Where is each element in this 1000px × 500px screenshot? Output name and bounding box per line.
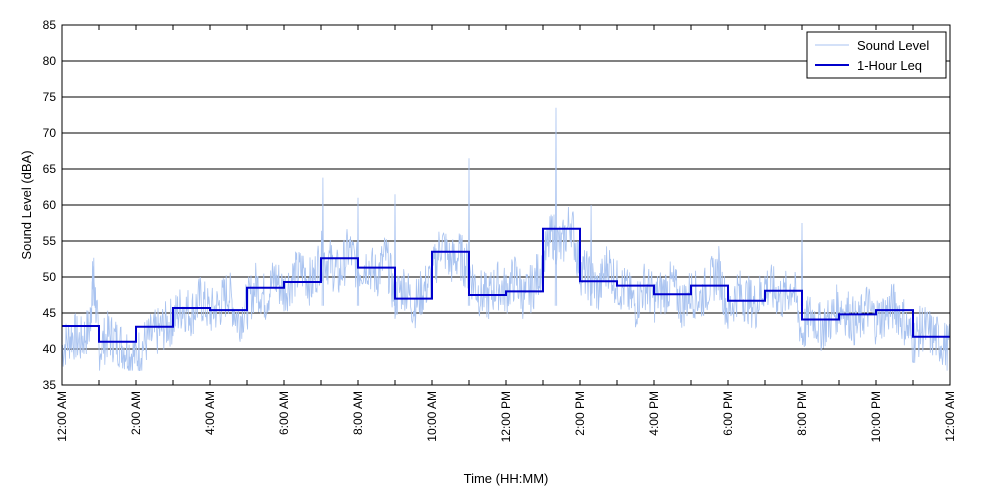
- series-layer: [61, 107, 951, 371]
- legend: Sound Level 1-Hour Leq: [806, 31, 947, 79]
- x-tick-label: 4:00 AM: [203, 391, 217, 435]
- y-tick-label: 45: [43, 306, 57, 320]
- x-axis-title: Time (HH:MM): [464, 471, 549, 486]
- y-tick-label: 65: [43, 162, 57, 176]
- x-tick-label: 10:00 AM: [425, 391, 439, 442]
- x-tick-label: 10:00 PM: [869, 391, 883, 442]
- y-tick-label: 55: [43, 234, 57, 248]
- y-tick-label: 50: [43, 270, 57, 284]
- legend-label-sound-level: Sound Level: [857, 38, 929, 53]
- x-axis-ticks: [61, 25, 951, 385]
- y-tick-label: 85: [43, 18, 57, 32]
- x-tick-label: 6:00 AM: [277, 391, 291, 435]
- grid-lines: [62, 60, 950, 350]
- y-tick-label: 35: [43, 378, 57, 392]
- series-line-1-hour-leq: [62, 227, 950, 343]
- x-tick-label: 8:00 AM: [351, 391, 365, 435]
- plot-frame: [61, 24, 951, 386]
- x-tick-label: 12:00 AM: [943, 391, 957, 442]
- x-tick-label: 2:00 PM: [573, 391, 587, 436]
- y-axis-title: Sound Level (dBA): [19, 150, 34, 259]
- x-axis-tick-labels: 12:00 AM 2:00 AM 4:00 AM 6:00 AM 8:00 AM 10:0…: [55, 391, 957, 442]
- y-tick-label: 80: [43, 54, 57, 68]
- x-tick-label: 6:00 PM: [721, 391, 735, 436]
- x-tick-label: 12:00 AM: [55, 391, 69, 442]
- x-tick-label: 2:00 AM: [129, 391, 143, 435]
- y-tick-label: 40: [43, 342, 57, 356]
- y-tick-label: 60: [43, 198, 57, 212]
- y-tick-label: 70: [43, 126, 57, 140]
- legend-box: [806, 31, 947, 79]
- y-axis-tick-labels: 35 40 45 50 55 60 65 70 75 80 85: [43, 18, 57, 392]
- x-tick-label: 4:00 PM: [647, 391, 661, 436]
- x-tick-label: 8:00 PM: [795, 391, 809, 436]
- series-line-sound-level: [61, 107, 951, 371]
- y-tick-label: 75: [43, 90, 57, 104]
- legend-label-1-hour-leq: 1-Hour Leq: [857, 58, 922, 73]
- x-tick-label: 12:00 PM: [499, 391, 513, 442]
